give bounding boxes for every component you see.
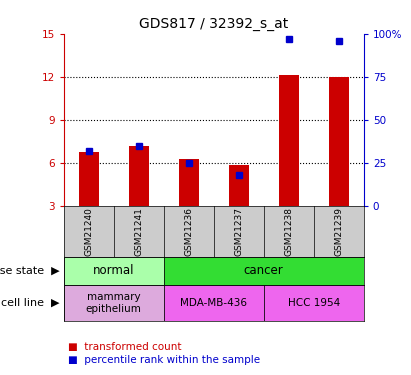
Text: ■  percentile rank within the sample: ■ percentile rank within the sample [68,355,260,365]
Text: GSM21240: GSM21240 [84,207,93,256]
Title: GDS817 / 32392_s_at: GDS817 / 32392_s_at [139,17,289,32]
Text: GSM21238: GSM21238 [284,207,293,256]
Bar [179,159,199,206]
Text: GSM21236: GSM21236 [184,207,193,256]
Bar [129,146,149,206]
Text: mammary
epithelium: mammary epithelium [86,292,142,314]
Bar [64,285,164,321]
Bar [279,75,299,206]
Text: normal: normal [93,264,134,278]
Text: ■  transformed count: ■ transformed count [68,342,181,352]
Text: MDA-MB-436: MDA-MB-436 [180,298,247,308]
Bar [329,77,349,206]
Text: GSM21237: GSM21237 [234,207,243,256]
Text: GSM21239: GSM21239 [334,207,343,256]
Bar [264,285,364,321]
Bar [64,257,164,285]
Text: cell line  ▶: cell line ▶ [1,298,60,308]
Text: HCC 1954: HCC 1954 [288,298,340,308]
Bar [229,165,249,206]
Bar [164,285,264,321]
Text: disease state  ▶: disease state ▶ [0,266,60,276]
Text: GSM21241: GSM21241 [134,207,143,256]
Bar [164,257,364,285]
Bar [79,152,99,206]
Text: cancer: cancer [244,264,284,278]
